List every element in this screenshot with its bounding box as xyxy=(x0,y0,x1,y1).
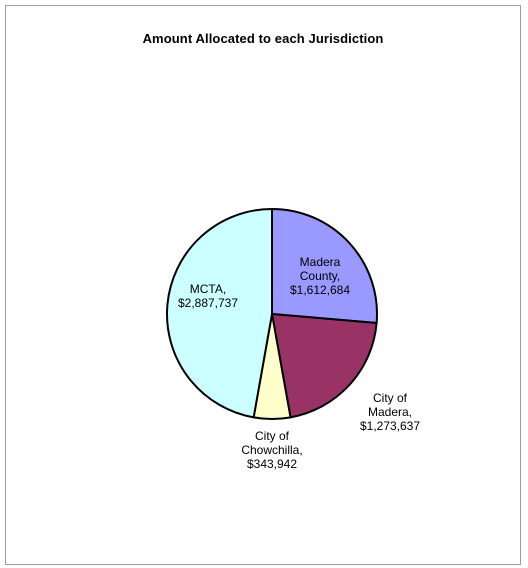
chart-title: Amount Allocated to each Jurisdiction xyxy=(142,31,384,46)
pie-slice-city-of-madera xyxy=(271,313,378,419)
pie-slice-madera-county xyxy=(271,208,379,324)
pie-slice-mcta xyxy=(166,208,273,419)
slice-label-madera-county: Madera County, $1,612,684 xyxy=(290,255,350,297)
pie-slices xyxy=(166,208,379,420)
pie-labels: Madera County, $1,612,684 City of Madera, $1,… xyxy=(178,255,420,471)
slice-label-city-of-chowchilla: City of Chowchilla, $343,942 xyxy=(241,429,302,471)
slice-label-mcta: MCTA, $2,887,737 xyxy=(178,282,238,310)
slice-label-city-of-madera: City of Madera, $1,273,637 xyxy=(360,391,420,433)
